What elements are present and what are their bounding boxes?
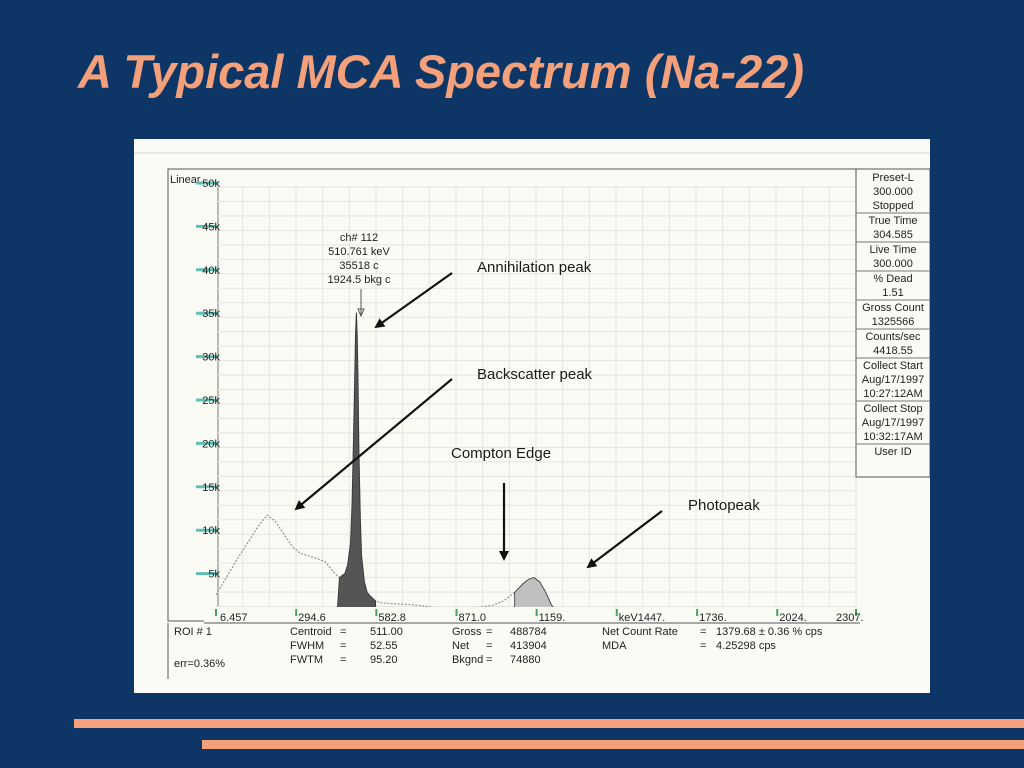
roi-cell: 488784: [510, 626, 547, 638]
roi-cell: =: [700, 640, 706, 652]
x-tick-label: 2024.: [779, 612, 807, 624]
collect-start-date: Aug/17/1997: [862, 374, 924, 386]
gross-count-label: Gross Count: [862, 302, 924, 314]
collect-stop-label: Collect Stop: [863, 403, 922, 415]
y-tick-label: 50k: [202, 178, 220, 190]
collect-stop-date: Aug/17/1997: [862, 417, 924, 429]
roi-cell: 1379.68 ± 0.36 % cps: [716, 626, 823, 638]
x-axis: 6.457 294.6 582.8 871.0 1159. keV1447. 1736. 20…: [215, 609, 864, 624]
roi-table: ROI # 1 err=0.36% Centroid = 511.00 Gross = 4…: [167, 623, 823, 679]
y-axis: 5k 10k 15k 20k 25k 30k 35k 40k 45k 50k: [196, 178, 220, 581]
arrow-photopeak: [586, 510, 663, 569]
roi-cell: 74880: [510, 654, 541, 666]
y-tick-label: 30k: [202, 352, 220, 364]
x-tick-label: 1736.: [699, 612, 727, 624]
peak-label-counts: 35518 c: [339, 260, 379, 272]
annotation-photopeak: Photopeak: [688, 497, 760, 514]
peak-marker-icon: [357, 308, 365, 318]
roi-cell: FWTM: [290, 654, 323, 666]
annotation-backscatter: Backscatter peak: [477, 366, 593, 383]
gross-count-value: 1325566: [872, 316, 915, 328]
roi-cell: Bkgnd: [452, 654, 483, 666]
y-tick-label: 35k: [202, 308, 220, 320]
y-tick-label: 15k: [202, 482, 220, 494]
x-tick-label: 582.8: [378, 612, 406, 624]
roi-cell: =: [486, 640, 492, 652]
preset-label: Preset-L: [872, 172, 914, 184]
x-tick-label: keV1447.: [619, 612, 665, 624]
y-tick-label: 40k: [202, 265, 220, 277]
spectrum-printout: Linear 5k 10k 15k 20k 25k 30k 35k 40k 45k 50k ch#…: [134, 139, 930, 693]
side-panel-frame: [855, 168, 930, 478]
counts-per-sec-label: Counts/sec: [865, 331, 921, 343]
roi-cell: Gross: [452, 626, 482, 638]
roi-cell: Net: [452, 640, 469, 652]
spectrum-chart: Linear 5k 10k 15k 20k 25k 30k 35k 40k 45k 50k ch#…: [134, 152, 930, 679]
roi-cell: 52.55: [370, 640, 398, 652]
y-tick-label: 25k: [202, 395, 220, 407]
peak-label-energy: 510.761 keV: [328, 246, 390, 258]
x-tick-label: 6.457: [220, 612, 248, 624]
x-axis-strip: [204, 607, 860, 623]
roi-rows: Centroid = 511.00 Gross = 488784 Net Count Rat…: [290, 626, 823, 666]
roi-cell: 511.00: [370, 626, 403, 638]
dead-time-value: 1.51: [882, 287, 903, 299]
x-tick-label: 2307.: [836, 612, 864, 624]
y-tick-label: 20k: [202, 438, 220, 450]
preset-value: 300.000: [873, 186, 913, 198]
collect-start-label: Collect Start: [863, 360, 923, 372]
x-tick-label: 294.6: [298, 612, 326, 624]
roi-label: ROI # 1: [174, 626, 212, 638]
y-tick-label: 10k: [202, 525, 220, 537]
y-tick-label: 5k: [208, 569, 220, 581]
annotation-annihilation: Annihilation peak: [477, 259, 592, 276]
plot-frame: [167, 168, 857, 622]
roi-cell: =: [700, 626, 706, 638]
arrow-backscatter: [294, 378, 453, 511]
live-time-value: 300.000: [873, 258, 913, 270]
roi-error: err=0.36%: [174, 658, 225, 670]
grid: [216, 186, 857, 621]
roi-cell: =: [486, 626, 492, 638]
x-tick-label: 871.0: [459, 612, 487, 624]
collect-stop-time: 10:32:17AM: [863, 431, 922, 443]
roi-cell: 413904: [510, 640, 547, 652]
roi-cell: Centroid: [290, 626, 332, 638]
peak-label-channel: ch# 112: [340, 232, 378, 244]
arrow-annihilation: [374, 272, 453, 329]
roi-cell: FWHM: [290, 640, 324, 652]
dead-time-label: % Dead: [873, 273, 912, 285]
roi-cell: 4.25298 cps: [716, 640, 776, 652]
roi-cell: =: [486, 654, 492, 666]
counts-per-sec-value: 4418.55: [873, 345, 913, 357]
decorative-bar-top: [74, 719, 1024, 728]
decorative-bar-bottom: [202, 740, 1024, 749]
roi-cell: Net Count Rate: [602, 626, 678, 638]
roi-cell: =: [340, 654, 346, 666]
true-time-label: True Time: [868, 215, 917, 227]
annihilation-peak-area: [336, 312, 376, 622]
collect-start-time: 10:27:12AM: [863, 388, 922, 400]
preset-status: Stopped: [873, 200, 914, 212]
y-tick-label: 45k: [202, 221, 220, 233]
user-id-label: User ID: [874, 446, 911, 458]
peak-label-background: 1924.5 bkg c: [328, 274, 391, 286]
slide-title: A Typical MCA Spectrum (Na-22): [78, 45, 805, 98]
scale-label: Linear: [170, 174, 201, 186]
roi-cell: =: [340, 626, 346, 638]
annotation-compton: Compton Edge: [451, 445, 551, 462]
live-time-label: Live Time: [869, 244, 916, 256]
x-tick-label: 1159.: [539, 612, 566, 624]
roi-cell: =: [340, 640, 346, 652]
roi-cell: 95.20: [370, 654, 398, 666]
side-panel: Preset-L 300.000 Stopped True Time 304.5…: [855, 168, 930, 478]
true-time-value: 304.585: [873, 229, 913, 241]
roi-cell: MDA: [602, 640, 627, 652]
